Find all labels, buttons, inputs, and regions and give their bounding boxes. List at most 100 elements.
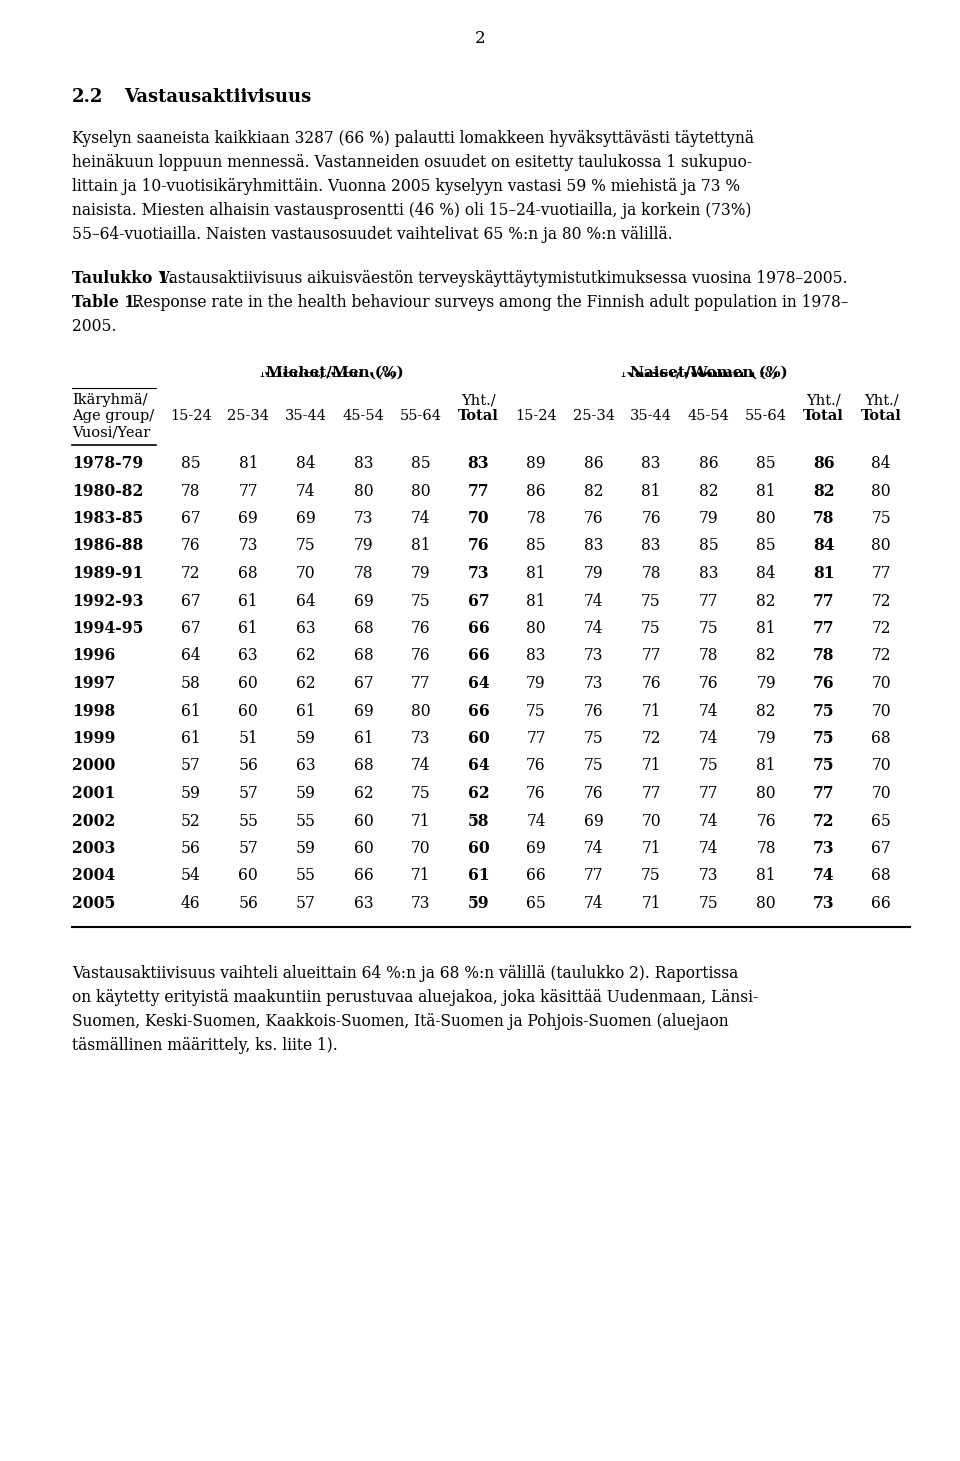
- Text: Yht./: Yht./: [806, 393, 841, 408]
- Text: 73: 73: [813, 840, 834, 858]
- Text: 77: 77: [584, 868, 603, 884]
- Text: 75: 75: [411, 593, 431, 609]
- Text: 81: 81: [411, 538, 431, 555]
- Text: 2001: 2001: [72, 785, 115, 802]
- Text: 35-44: 35-44: [285, 409, 326, 424]
- Text: 81: 81: [756, 868, 776, 884]
- Text: 58: 58: [468, 812, 490, 830]
- Text: 56: 56: [238, 896, 258, 912]
- Text: 83: 83: [468, 454, 490, 472]
- Text: 75: 75: [813, 703, 834, 719]
- Text: 82: 82: [699, 482, 718, 500]
- Text: 72: 72: [872, 593, 891, 609]
- Text: 55: 55: [238, 812, 258, 830]
- Text: 79: 79: [411, 565, 431, 581]
- Text: 75: 75: [584, 757, 604, 774]
- Text: 73: 73: [238, 538, 258, 555]
- Text: 52: 52: [180, 812, 201, 830]
- Text: 77: 77: [699, 785, 718, 802]
- Text: Total: Total: [804, 409, 844, 424]
- Text: 82: 82: [584, 482, 603, 500]
- Text: 46: 46: [180, 896, 201, 912]
- Text: 65: 65: [526, 896, 546, 912]
- Text: 67: 67: [180, 510, 201, 527]
- Text: 59: 59: [296, 840, 316, 858]
- Text: 81: 81: [813, 565, 834, 581]
- Text: 77: 77: [468, 482, 490, 500]
- Text: 70: 70: [468, 510, 490, 527]
- Text: 2000: 2000: [72, 757, 115, 774]
- Text: 76: 76: [584, 785, 603, 802]
- Text: 76: 76: [411, 647, 431, 665]
- Text: 75: 75: [813, 757, 834, 774]
- Text: 82: 82: [813, 482, 834, 500]
- Text: 79: 79: [584, 565, 603, 581]
- Text: 75: 75: [699, 896, 718, 912]
- Text: 81: 81: [641, 482, 660, 500]
- Text: 89: 89: [526, 454, 546, 472]
- Text: 2.2: 2.2: [72, 88, 104, 107]
- Text: 67: 67: [872, 840, 891, 858]
- Text: 72: 72: [181, 565, 201, 581]
- Text: 79: 79: [699, 510, 718, 527]
- Text: 81: 81: [526, 565, 545, 581]
- Text: 1999: 1999: [72, 730, 115, 747]
- Text: 66: 66: [468, 703, 490, 719]
- Text: 1996: 1996: [72, 647, 115, 665]
- Text: 83: 83: [641, 454, 660, 472]
- Text: 65: 65: [872, 812, 891, 830]
- Text: 84: 84: [296, 454, 316, 472]
- Bar: [0, 340, 960, 371]
- Text: 76: 76: [813, 675, 834, 693]
- Text: 78: 78: [353, 565, 373, 581]
- Text: 76: 76: [584, 510, 603, 527]
- Text: Total: Total: [458, 409, 499, 424]
- Text: 61: 61: [180, 730, 201, 747]
- Text: 60: 60: [238, 675, 258, 693]
- Text: 66: 66: [872, 896, 891, 912]
- Text: 25-34: 25-34: [228, 409, 270, 424]
- Text: 80: 80: [526, 619, 546, 637]
- Text: littain ja 10-vuotisikäryhmittäin. Vuonna 2005 kyselyyn vastasi 59 % miehistä ja: littain ja 10-vuotisikäryhmittäin. Vuonn…: [72, 178, 740, 194]
- Text: 73: 73: [699, 868, 718, 884]
- Text: 85: 85: [756, 454, 776, 472]
- Text: 72: 72: [872, 619, 891, 637]
- Text: 80: 80: [411, 703, 431, 719]
- Text: Taulukko 1.: Taulukko 1.: [72, 270, 174, 286]
- Text: 51: 51: [238, 730, 258, 747]
- Text: 59: 59: [468, 896, 490, 912]
- Text: 62: 62: [353, 785, 373, 802]
- Text: 61: 61: [180, 703, 201, 719]
- Text: Yht./: Yht./: [864, 393, 899, 408]
- Text: 70: 70: [872, 757, 891, 774]
- Text: 61: 61: [468, 868, 490, 884]
- Text: 58: 58: [180, 675, 201, 693]
- Text: 45-54: 45-54: [343, 409, 384, 424]
- Text: 60: 60: [468, 730, 490, 747]
- Text: 71: 71: [641, 703, 660, 719]
- Text: naisista. Miesten alhaisin vastausprosentti (46 %) oli 15–24-vuotiailla, ja kork: naisista. Miesten alhaisin vastausprosen…: [72, 202, 752, 219]
- Text: 80: 80: [756, 896, 776, 912]
- Text: 68: 68: [353, 757, 373, 774]
- Text: 1978-79: 1978-79: [72, 454, 143, 472]
- Text: Miehet/Men (%): Miehet/Men (%): [260, 367, 398, 380]
- Text: 59: 59: [180, 785, 201, 802]
- Text: 1989-91: 1989-91: [72, 565, 143, 581]
- Text: 2: 2: [474, 31, 486, 47]
- Text: 76: 76: [641, 510, 660, 527]
- Text: Vastausaktiivisuus aikuisväestön terveyskäyttäytymistutkimuksessa vuosina 1978–2: Vastausaktiivisuus aikuisväestön terveys…: [154, 270, 848, 286]
- Text: 62: 62: [296, 647, 316, 665]
- Text: 77: 77: [641, 647, 660, 665]
- Text: 75: 75: [411, 785, 431, 802]
- Text: Total: Total: [851, 409, 892, 424]
- Text: 35-44: 35-44: [630, 409, 672, 424]
- Text: 2003: 2003: [72, 840, 115, 858]
- Text: 82: 82: [756, 703, 776, 719]
- Text: 79: 79: [526, 675, 546, 693]
- Text: 66: 66: [526, 868, 546, 884]
- Text: 82: 82: [756, 593, 776, 609]
- Text: 63: 63: [238, 647, 258, 665]
- Text: 57: 57: [180, 757, 201, 774]
- Bar: [157, 386, 960, 446]
- Text: Miehet/Men (%): Miehet/Men (%): [266, 367, 403, 380]
